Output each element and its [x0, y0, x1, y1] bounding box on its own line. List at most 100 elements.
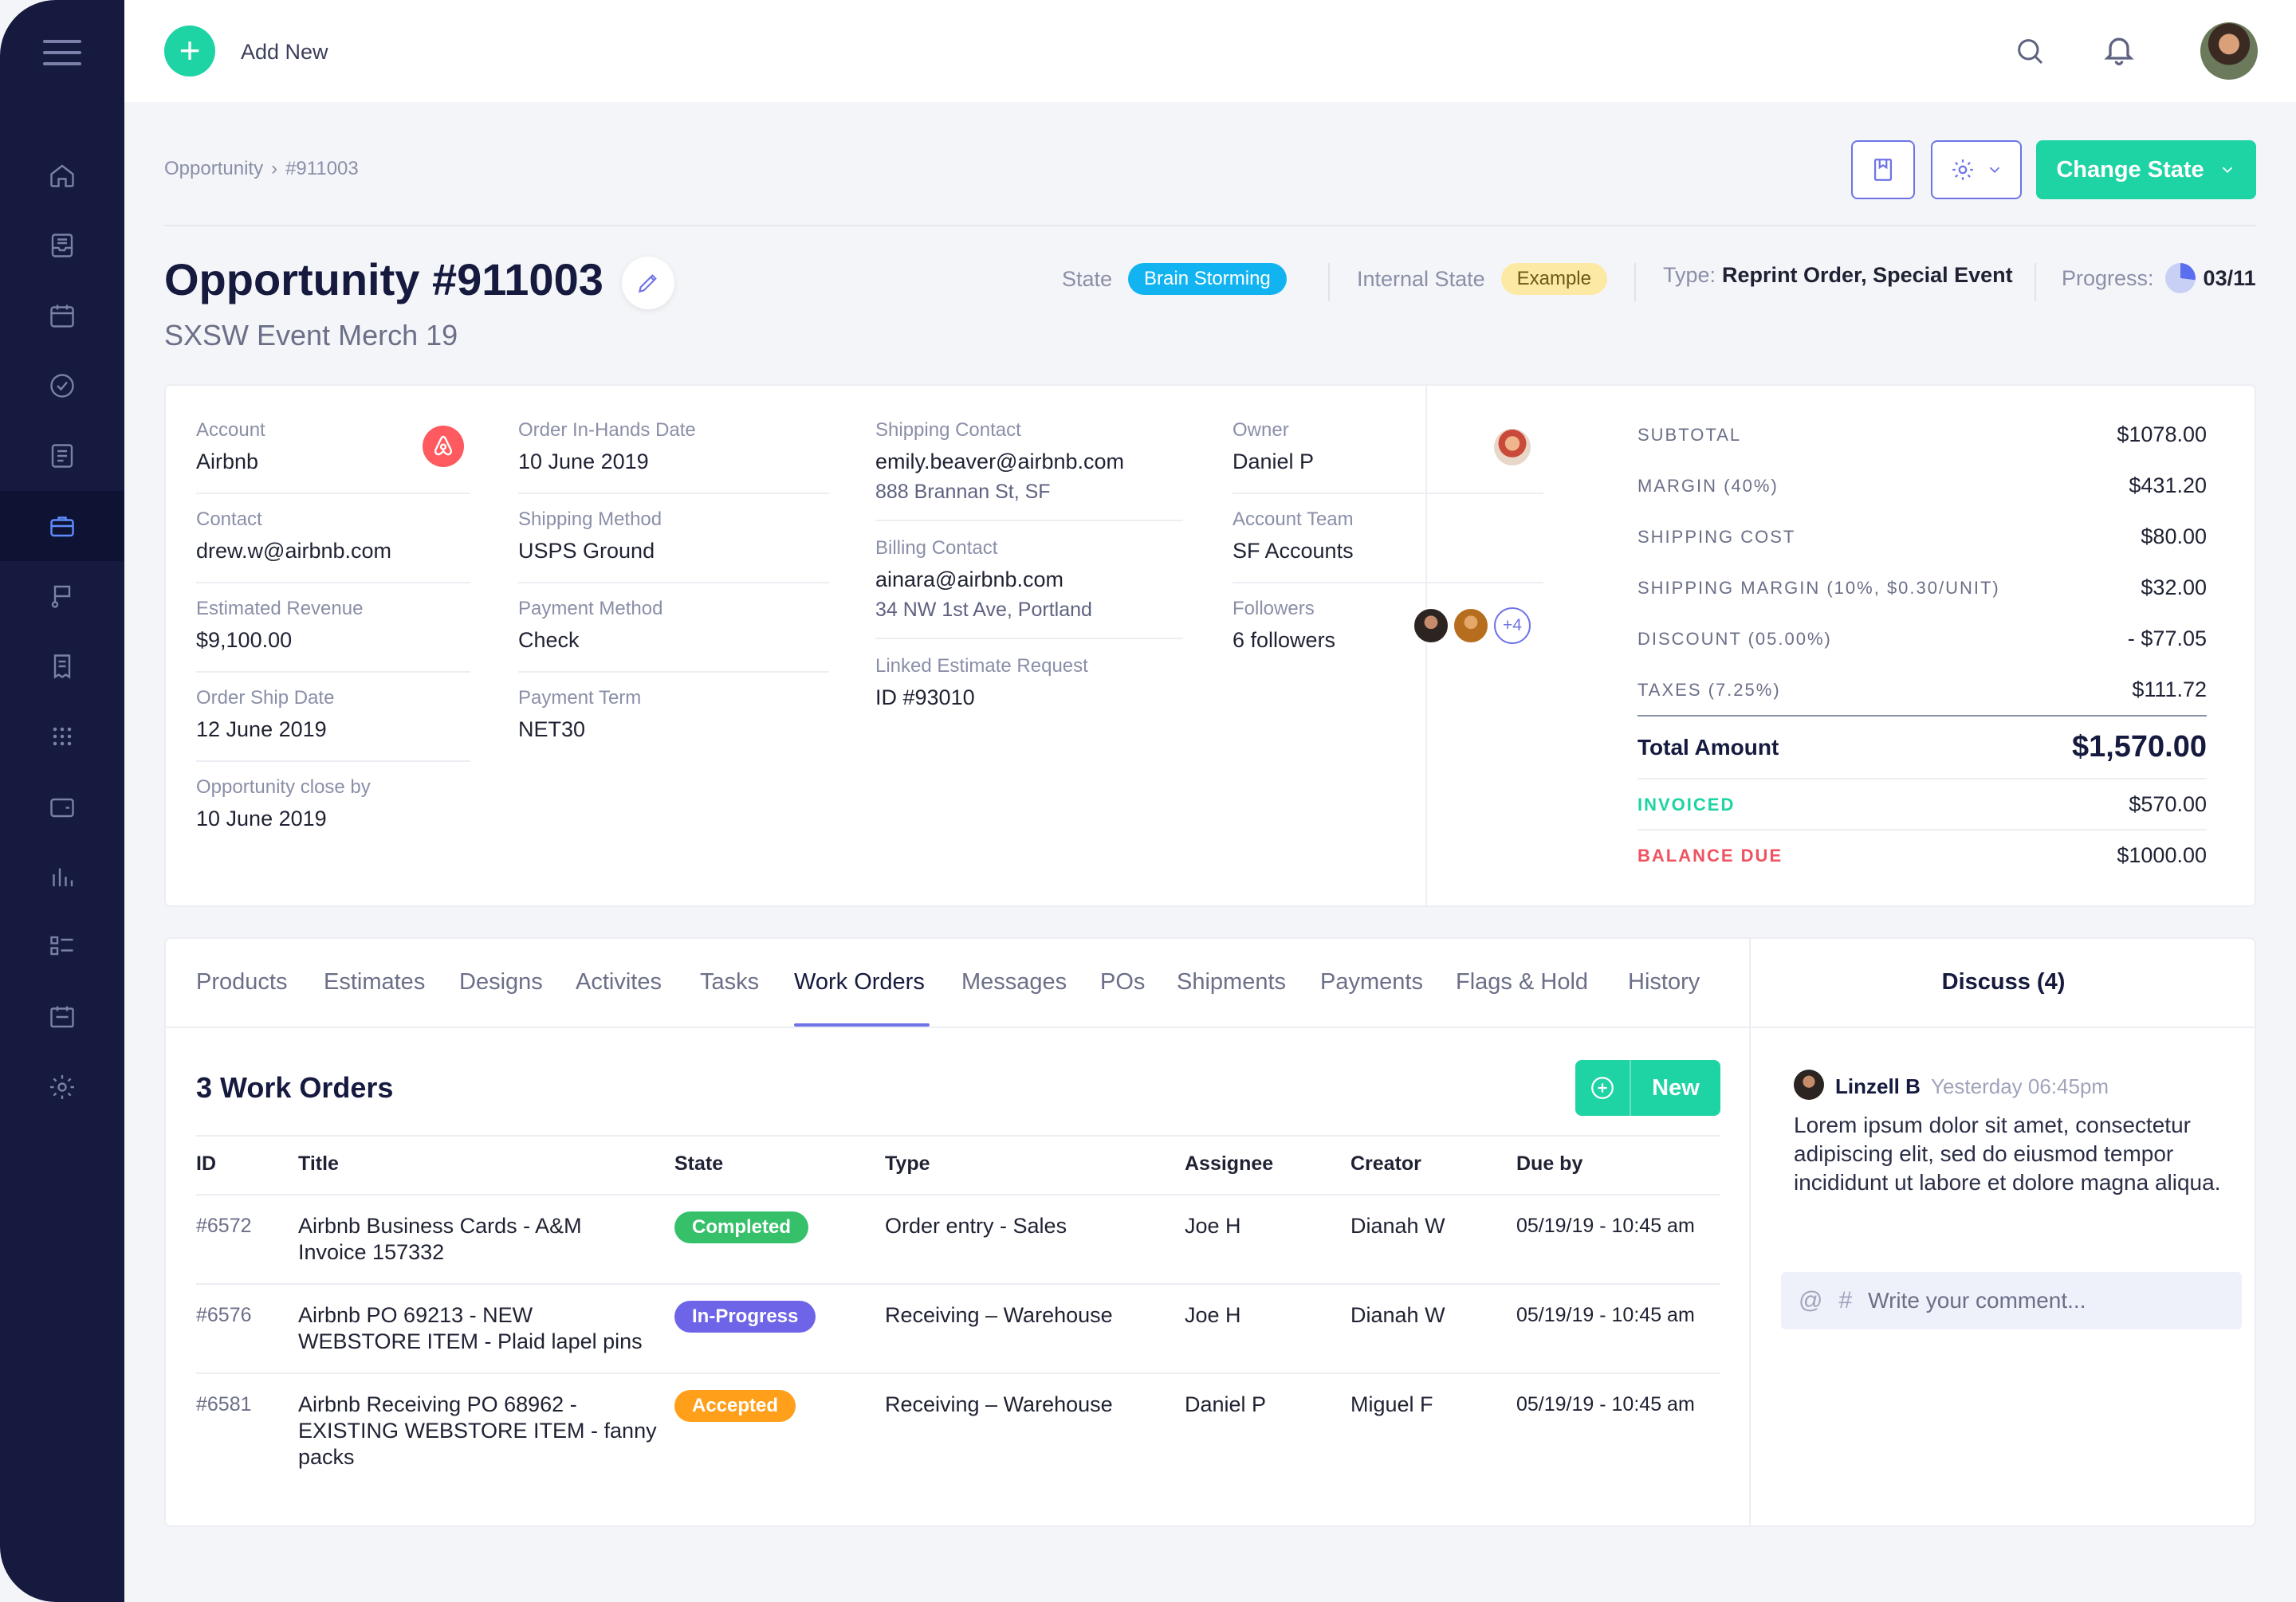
change-state-button[interactable]: Change State: [2036, 140, 2256, 199]
chevron-right-icon: ›: [271, 158, 278, 179]
comment-input[interactable]: @ # Write your comment...: [1781, 1272, 2242, 1329]
column-header-state[interactable]: State: [674, 1152, 724, 1175]
work-orders-title: 3 Work Orders: [196, 1071, 394, 1104]
grid-icon[interactable]: [0, 701, 124, 772]
column-header-creator[interactable]: Creator: [1350, 1152, 1421, 1175]
row-due: 05/19/19 - 10:45 am: [1516, 1304, 1695, 1326]
inbox-icon[interactable]: [0, 210, 124, 281]
menu-icon[interactable]: [43, 40, 81, 65]
document-icon[interactable]: [0, 421, 124, 491]
avatar[interactable]: [2200, 22, 2258, 80]
tab-messages[interactable]: Messages: [961, 969, 1067, 995]
bar-chart-icon[interactable]: [0, 842, 124, 912]
tab-estimates[interactable]: Estimates: [324, 969, 426, 995]
tab-pos[interactable]: POs: [1100, 969, 1146, 995]
follower-avatar[interactable]: [1413, 607, 1449, 644]
work-orders-card: [164, 937, 2256, 1527]
row-id[interactable]: #6576: [196, 1304, 252, 1326]
column-header-due-by[interactable]: Due by: [1516, 1152, 1583, 1175]
field-divider: [875, 638, 1183, 639]
tab-shipments[interactable]: Shipments: [1177, 969, 1287, 995]
tab-payments[interactable]: Payments: [1320, 969, 1423, 995]
check-circle-icon[interactable]: [0, 351, 124, 421]
tab-designs[interactable]: Designs: [459, 969, 543, 995]
state-badge[interactable]: Brain Storming: [1128, 263, 1287, 295]
breadcrumb-parent[interactable]: Opportunity: [164, 158, 264, 179]
column-header-type[interactable]: Type: [885, 1152, 930, 1175]
mention-icon[interactable]: @: [1799, 1287, 1823, 1313]
calendar-board-icon[interactable]: [0, 982, 124, 1052]
account-value[interactable]: Airbnb: [196, 450, 259, 473]
owner-value[interactable]: Daniel P: [1233, 450, 1315, 473]
home-icon[interactable]: [0, 140, 124, 210]
tab-history[interactable]: History: [1628, 969, 1700, 995]
sidebar: [0, 0, 124, 1602]
search-icon[interactable]: [2014, 35, 2046, 71]
field-divider: [518, 582, 829, 583]
column-header-title[interactable]: Title: [298, 1152, 339, 1175]
column-header-assignee[interactable]: Assignee: [1185, 1152, 1274, 1175]
close-by-label: Opportunity close by: [196, 776, 371, 798]
chevron-down-icon: [2222, 167, 2232, 174]
shipping-contact-label: Shipping Contact: [875, 419, 1021, 441]
billing-contact-email[interactable]: ainara@airbnb.com: [875, 567, 1064, 591]
hashtag-icon[interactable]: #: [1838, 1287, 1853, 1313]
plus-circle-icon: [1575, 1060, 1631, 1116]
discuss-title[interactable]: Discuss (4): [1941, 969, 2066, 995]
new-work-order-button[interactable]: New: [1575, 1060, 1720, 1116]
billing-contact-label: Billing Contact: [875, 537, 998, 559]
bookmark-button[interactable]: [1851, 140, 1915, 199]
tab-tasks[interactable]: Tasks: [700, 969, 760, 995]
contact-value[interactable]: drew.w@airbnb.com: [196, 539, 392, 563]
type-label: Type:: [1663, 263, 1716, 287]
bookmark-icon: [1873, 159, 1893, 181]
field-divider: [1233, 582, 1543, 583]
add-new-label[interactable]: Add New: [241, 40, 328, 64]
briefcase-icon[interactable]: [0, 491, 124, 561]
total-divider: [1637, 715, 2207, 717]
follower-avatar[interactable]: [1453, 607, 1489, 644]
tab-products[interactable]: Products: [196, 969, 288, 995]
row-title[interactable]: Airbnb PO 69213 - NEW WEBSTORE ITEM - Pl…: [298, 1303, 643, 1353]
shipping-contact-email[interactable]: emily.beaver@airbnb.com: [875, 450, 1125, 473]
avatar[interactable]: [1794, 1070, 1824, 1100]
wallet-icon[interactable]: [0, 772, 124, 842]
in-hands-value: 10 June 2019: [518, 450, 649, 473]
linked-estimate-value[interactable]: ID #93010: [875, 685, 975, 709]
progress-pie: [2164, 263, 2196, 293]
tab-activites[interactable]: Activites: [576, 969, 662, 995]
add-new-button[interactable]: +: [164, 26, 215, 77]
row-title[interactable]: Airbnb Receiving PO 68962 - EXISTING WEB…: [298, 1392, 657, 1469]
discount-value: - $77.05: [2127, 626, 2207, 650]
followers-field: Followers 6 followers: [1233, 598, 1335, 653]
row-id[interactable]: #6581: [196, 1393, 252, 1415]
row-id[interactable]: #6572: [196, 1215, 252, 1237]
owner-avatar[interactable]: [1494, 429, 1531, 465]
internal-state-badge[interactable]: Example: [1500, 263, 1607, 295]
more-followers-badge[interactable]: +4: [1494, 607, 1531, 644]
followers-value[interactable]: 6 followers: [1233, 628, 1336, 652]
comment-placeholder[interactable]: Write your comment...: [1868, 1288, 2086, 1313]
summary-divider: [1637, 829, 2207, 830]
tab-flags-hold[interactable]: Flags & Hold: [1456, 969, 1589, 995]
list-icon[interactable]: [0, 912, 124, 982]
meta-divider: [1328, 263, 1330, 301]
meta-divider: [2035, 263, 2036, 301]
row-title[interactable]: Airbnb Business Cards - A&M Invoice 1573…: [298, 1214, 582, 1264]
settings-dropdown-button[interactable]: [1931, 140, 2022, 199]
calendar-icon[interactable]: [0, 281, 124, 351]
column-header-id[interactable]: ID: [196, 1152, 216, 1175]
edit-title-button[interactable]: [622, 257, 674, 309]
account-team-field: Account Team SF Accounts: [1233, 508, 1354, 563]
type-meta: Type: Reprint Order, Special Event: [1663, 263, 2013, 288]
bell-icon[interactable]: [2101, 32, 2137, 71]
flow-icon[interactable]: [0, 561, 124, 631]
receipt-icon[interactable]: [0, 631, 124, 701]
account-label: Account: [196, 419, 265, 441]
field-divider: [196, 582, 470, 583]
tab-work-orders[interactable]: Work Orders: [794, 969, 925, 995]
comment-author[interactable]: Linzell B: [1835, 1074, 1921, 1098]
settings-icon[interactable]: [0, 1052, 124, 1122]
field-divider: [196, 760, 470, 762]
state-label: State: [1062, 266, 1113, 291]
